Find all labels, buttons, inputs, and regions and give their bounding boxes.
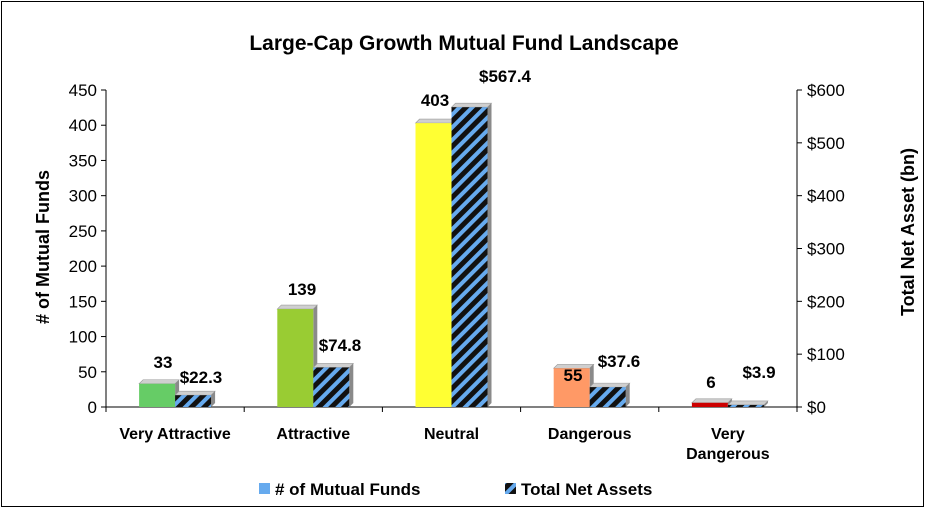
legend-swatch-net-assets [505, 483, 516, 494]
bar-total-net-assets [174, 390, 216, 407]
y-tick-label: 100 [69, 328, 97, 347]
data-label-mutual-funds: 403 [421, 91, 449, 110]
x-tick-label: Very Dangerous [686, 426, 770, 463]
y-tick-label: 150 [69, 292, 97, 311]
y-tick-label: 350 [69, 151, 97, 170]
legend: # of Mutual Funds Total Net Assets [259, 480, 652, 499]
data-label-mutual-funds: 55 [564, 366, 583, 385]
x-tick-label: Dangerous [548, 426, 632, 443]
y2-tick-label: $300 [807, 240, 845, 259]
legend-label-net-assets: Total Net Assets [521, 480, 652, 499]
y2-axis-title: Total Net Asset (bn) [898, 148, 918, 316]
y-tick-label: 300 [69, 187, 97, 206]
bar-mutual-funds [414, 118, 457, 407]
y2-tick-label: $100 [807, 345, 845, 364]
bar-mutual-funds [691, 398, 733, 407]
y-tick-label: 0 [88, 398, 97, 417]
y2-tick-label: $500 [807, 134, 845, 153]
data-label-mutual-funds: 33 [154, 353, 173, 372]
y-axis-title: # of Mutual Funds [33, 170, 53, 324]
y2-tick-label: $600 [807, 81, 845, 100]
x-tick-label: Attractive [276, 426, 350, 443]
bar-mutual-funds [276, 304, 319, 407]
data-label-net-assets: $37.6 [598, 352, 641, 371]
x-tick-label: Neutral [424, 426, 479, 443]
bar-mutual-funds [138, 379, 180, 407]
legend-item-mutual-funds: # of Mutual Funds [259, 480, 420, 499]
bar-total-net-assets [727, 400, 769, 407]
y-tick-label: 450 [69, 81, 97, 100]
axes: 0 50 100 150 200 250 300 350 400 450 $0 $100 $200 $30… [69, 81, 845, 463]
y2-tick-label: $0 [807, 398, 826, 417]
y-tick-label: 250 [69, 222, 97, 241]
legend-swatch-mutual-funds [259, 483, 270, 494]
data-label-mutual-funds: 139 [288, 280, 316, 299]
bars [138, 102, 769, 407]
chart-title: Large-Cap Growth Mutual Fund Landscape [249, 32, 678, 55]
y-tick-label: 200 [69, 257, 97, 276]
bar-total-net-assets [312, 363, 355, 407]
y2-tick-label: $200 [807, 292, 845, 311]
y2-tick-label: $400 [807, 187, 845, 206]
y-tick-label: 400 [69, 116, 97, 135]
data-label-net-assets: $567.4 [479, 67, 532, 86]
bar-total-net-assets [588, 382, 631, 407]
data-labels: 33 139 403 55 6 $22.3 $74.8 $567.4 $37.6 $3.9 [154, 67, 776, 392]
data-label-net-assets: $22.3 [180, 368, 223, 387]
bar-total-net-assets [450, 102, 493, 407]
data-label-net-assets: $74.8 [319, 336, 362, 355]
data-label-mutual-funds: 6 [706, 373, 715, 392]
legend-item-net-assets: Total Net Assets [505, 480, 652, 499]
y-tick-label: 50 [78, 363, 97, 382]
x-tick-label: Very Attractive [119, 426, 231, 443]
data-label-net-assets: $3.9 [742, 363, 775, 382]
legend-label-mutual-funds: # of Mutual Funds [275, 480, 420, 499]
